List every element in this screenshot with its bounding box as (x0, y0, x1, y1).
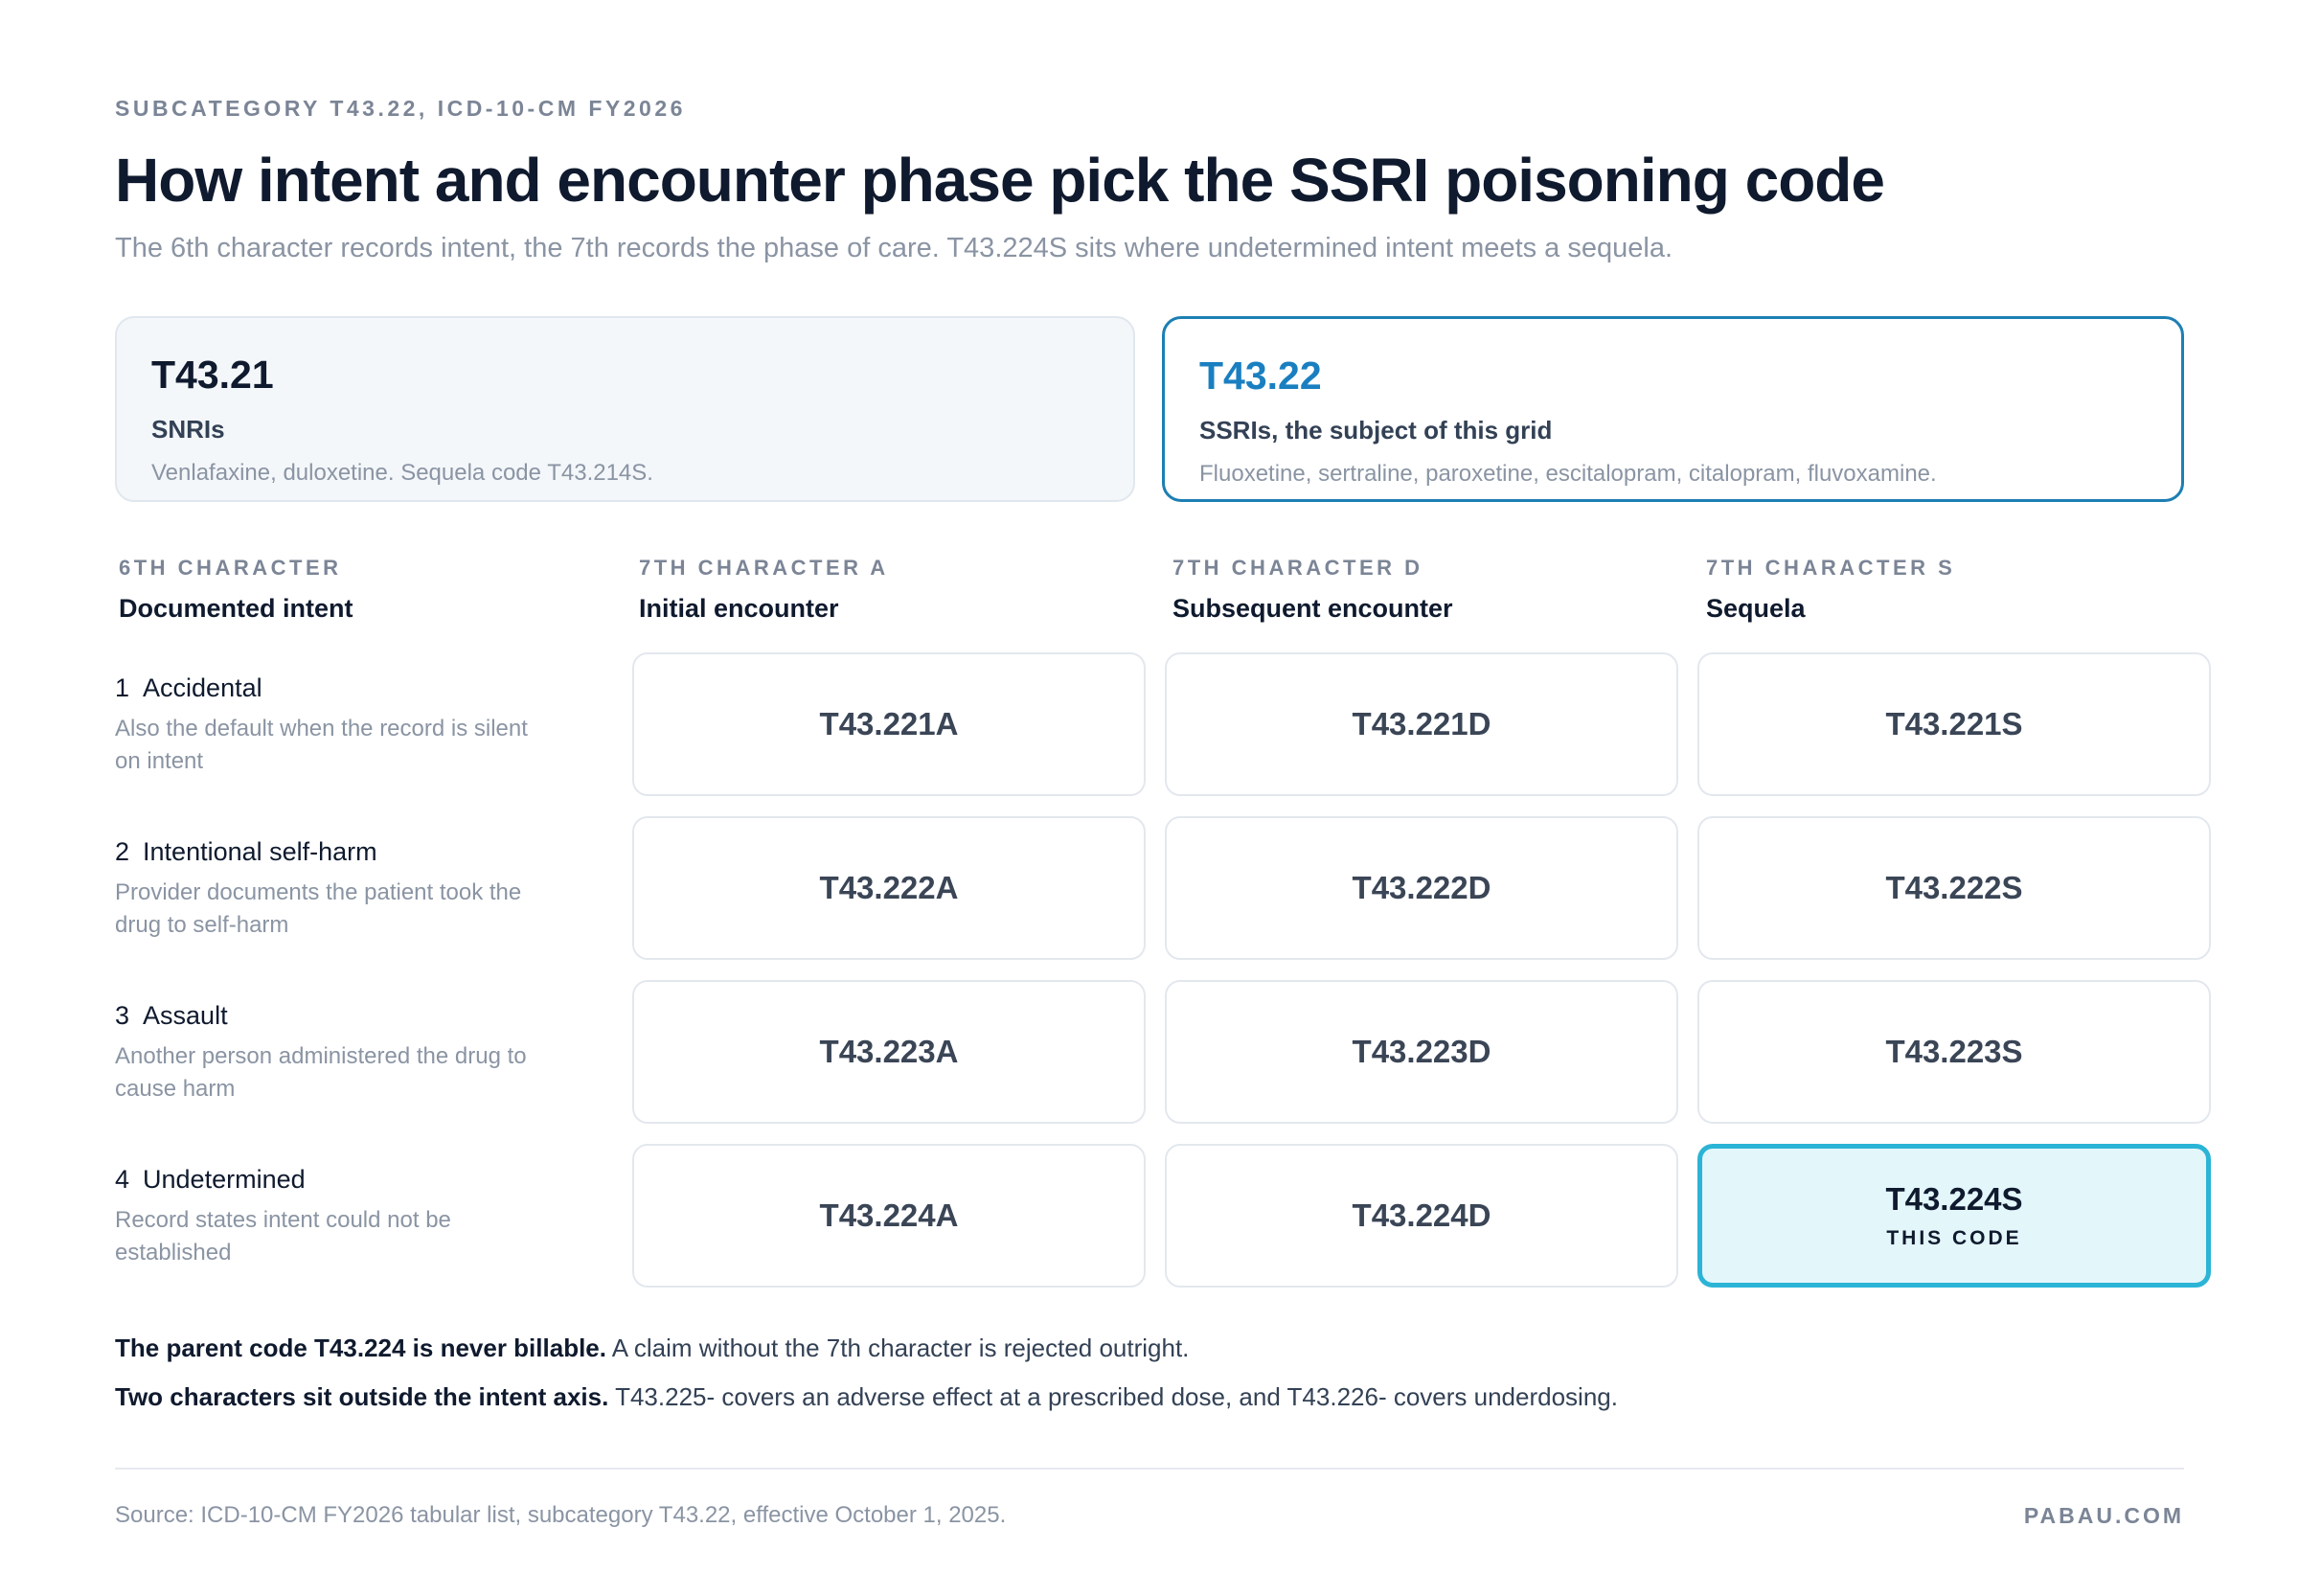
intent-number: 4 (115, 1165, 130, 1195)
code-cell: T43.223D (1165, 980, 1678, 1125)
notes: The parent code T43.224 is never billabl… (115, 1334, 2184, 1412)
grid-row-self-harm: 2 Intentional self-harm Provider document… (115, 816, 2211, 961)
highlighted-code-cell: T43.224S THIS CODE (1697, 1144, 2211, 1288)
intent-note: Record states intent could not be establ… (115, 1207, 451, 1266)
column-header-sequela: 7TH CHARACTER S Sequela (1706, 556, 2219, 624)
intent-note: Provider documents the patient took the … (115, 879, 522, 939)
intent-label: 1 Accidental Also the default when the re… (115, 652, 613, 796)
note: The parent code T43.224 is never billabl… (115, 1334, 2184, 1363)
intent-number: 3 (115, 1001, 130, 1031)
note-text: T43.225- covers an adverse effect at a p… (608, 1382, 1618, 1412)
grid-row-assault: 3 Assault Another person administered the… (115, 980, 2211, 1125)
card-code: T43.22 (1199, 353, 1322, 399)
this-code-tag: THIS CODE (1886, 1227, 2022, 1250)
card-name: SSRIs, the subject of this grid (1199, 416, 1553, 445)
grid-header: 6TH CHARACTER Documented intent 7TH CHAR… (115, 556, 2184, 624)
code-cell: T43.221A (632, 652, 1146, 797)
highlighted-code: T43.224S (1885, 1181, 2023, 1218)
page-title: How intent and encounter phase pick the … (115, 146, 1885, 215)
code-grid: 1 Accidental Also the default when the re… (115, 652, 2211, 1288)
note: Two characters sit outside the intent ax… (115, 1382, 2184, 1412)
category-cards: T43.21 SNRIs Venlafaxine, duloxetine. Se… (115, 316, 2184, 503)
column-label: Documented intent (119, 594, 353, 624)
card-ssri: T43.22 SSRIs, the subject of this grid F… (1162, 316, 2184, 503)
card-desc: Fluoxetine, sertraline, paroxetine, esci… (1199, 461, 1937, 488)
card-snri: T43.21 SNRIs Venlafaxine, duloxetine. Se… (115, 316, 1135, 503)
column-header-subsequent: 7TH CHARACTER D Subsequent encounter (1172, 556, 1686, 624)
column-label: Initial encounter (639, 594, 839, 624)
brand-logo: PABAU.COM (2023, 1502, 2184, 1528)
code-cell: T43.224D (1165, 1144, 1678, 1288)
code-cell: T43.221S (1697, 652, 2211, 797)
intent-number: 1 (115, 673, 130, 703)
column-eyebrow: 7TH CHARACTER A (639, 556, 889, 581)
intent-title: Accidental (143, 673, 262, 703)
code-cell: T43.223A (632, 980, 1146, 1125)
intent-label: 4 Undetermined Record states intent could… (115, 1144, 613, 1288)
eyebrow: SUBCATEGORY T43.22, ICD-10-CM FY2026 (115, 96, 686, 121)
source-text: Source: ICD-10-CM FY2026 tabular list, s… (115, 1502, 1007, 1528)
intent-title: Assault (143, 1001, 228, 1031)
intent-label: 2 Intentional self-harm Provider document… (115, 816, 613, 960)
column-label: Subsequent encounter (1172, 594, 1453, 624)
column-header-initial: 7TH CHARACTER A Initial encounter (639, 556, 1152, 624)
code-cell: T43.221D (1165, 652, 1678, 797)
note-text: A claim without the 7th character is rej… (605, 1334, 1190, 1363)
intent-note: Also the default when the record is sile… (115, 716, 528, 775)
grid-row-accidental: 1 Accidental Also the default when the re… (115, 652, 2211, 797)
column-eyebrow: 7TH CHARACTER S (1706, 556, 1956, 581)
intent-label: 3 Assault Another person administered the… (115, 980, 613, 1124)
intent-title: Intentional self-harm (143, 837, 377, 867)
page-subtitle: The 6th character records intent, the 7t… (115, 233, 1673, 264)
intent-title: Undetermined (143, 1165, 306, 1195)
intent-number: 2 (115, 837, 130, 867)
card-code: T43.21 (151, 353, 274, 398)
grid-row-undetermined: 4 Undetermined Record states intent could… (115, 1144, 2211, 1288)
code-cell: T43.224A (632, 1144, 1146, 1288)
note-bold: Two characters sit outside the intent ax… (115, 1382, 609, 1412)
code-cell: T43.222D (1165, 816, 1678, 961)
column-label: Sequela (1706, 594, 1806, 624)
code-cell: T43.222S (1697, 816, 2211, 961)
column-eyebrow: 7TH CHARACTER D (1172, 556, 1423, 581)
footer: Source: ICD-10-CM FY2026 tabular list, s… (115, 1502, 2184, 1529)
footer-divider (115, 1468, 2184, 1470)
card-desc: Venlafaxine, duloxetine. Sequela code T4… (151, 460, 653, 487)
code-cell: T43.223S (1697, 980, 2211, 1125)
card-name: SNRIs (151, 415, 225, 445)
intent-note: Another person administered the drug to … (115, 1043, 527, 1103)
column-header-intent: 6TH CHARACTER Documented intent (119, 556, 619, 624)
code-cell: T43.222A (632, 816, 1146, 961)
column-eyebrow: 6TH CHARACTER (119, 556, 342, 581)
note-bold: The parent code T43.224 is never billabl… (115, 1334, 606, 1363)
